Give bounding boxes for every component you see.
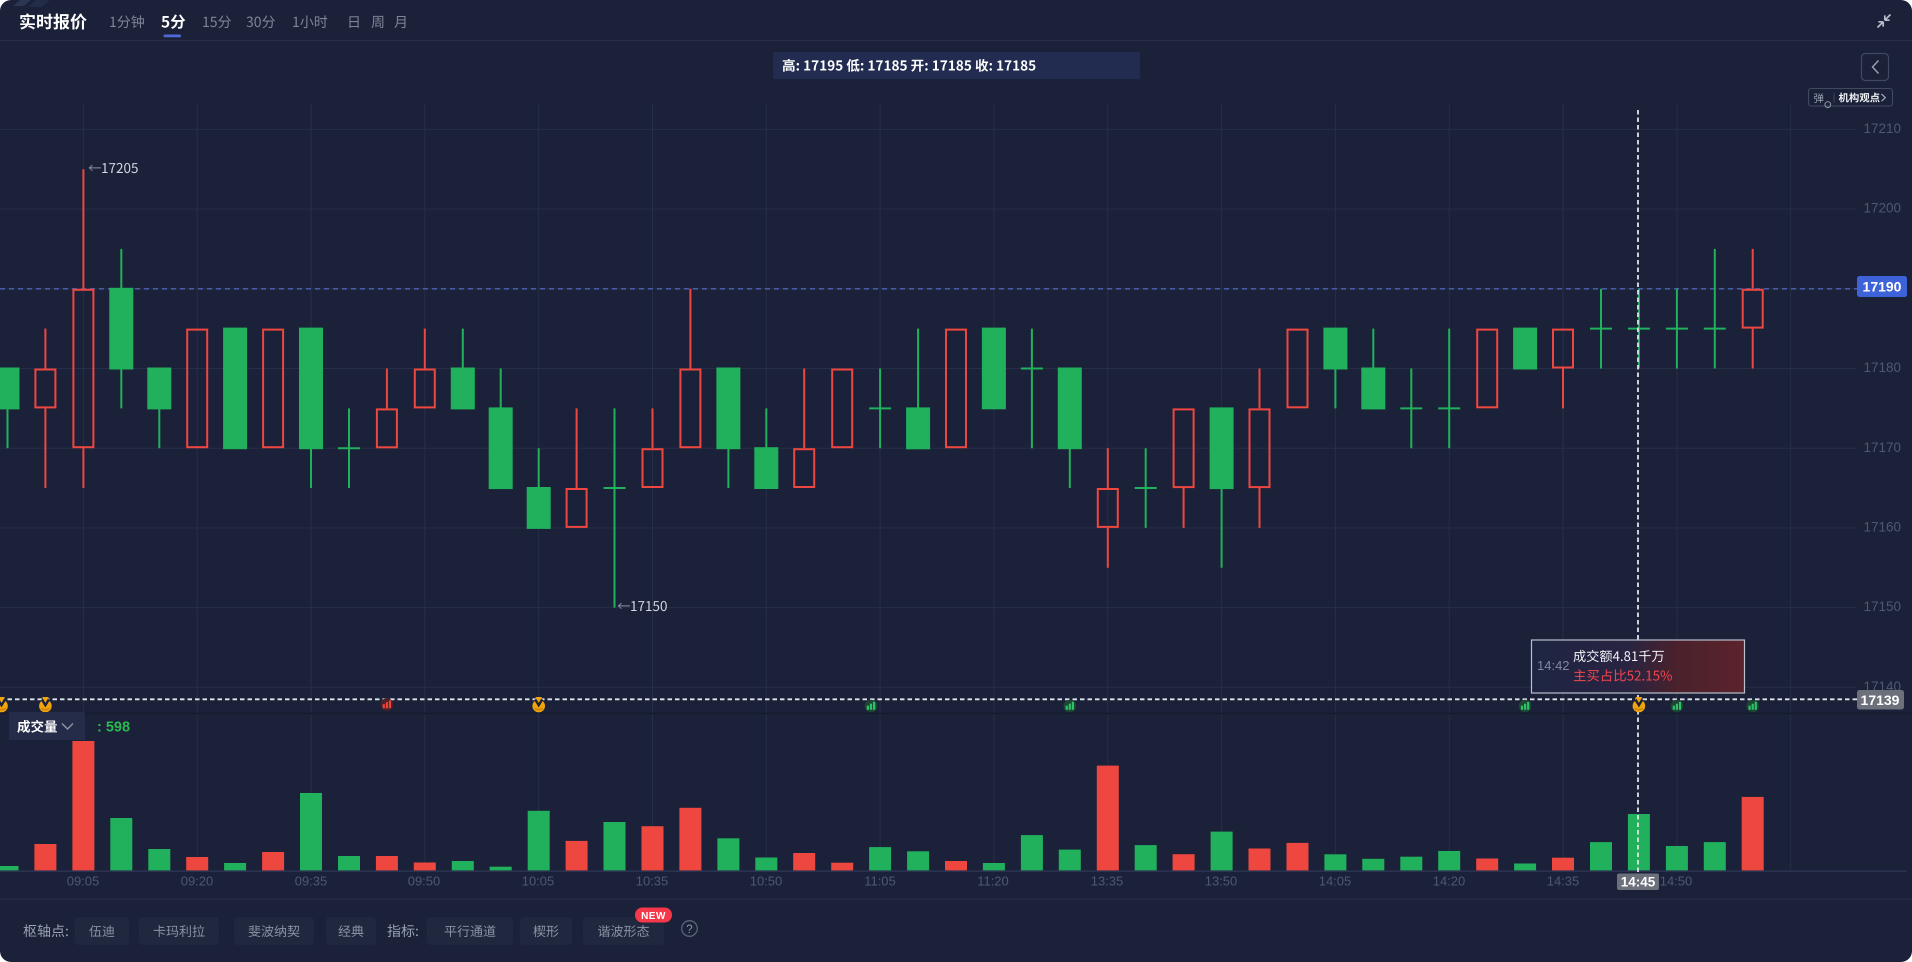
svg-text:10:05: 10:05	[522, 874, 555, 889]
svg-text:: 598: : 598	[97, 720, 130, 736]
svg-text:14:05: 14:05	[1319, 874, 1352, 889]
svg-text:11:05: 11:05	[864, 874, 896, 889]
svg-text:NEW: NEW	[641, 911, 666, 922]
svg-text:17190: 17190	[1863, 279, 1902, 295]
svg-text:17180: 17180	[1863, 360, 1901, 375]
svg-text:17170: 17170	[1863, 440, 1901, 455]
svg-text:17150: 17150	[1863, 599, 1901, 614]
svg-text:09:20: 09:20	[181, 874, 214, 889]
svg-text:14:45: 14:45	[1621, 875, 1656, 890]
svg-text:13:35: 13:35	[1091, 874, 1124, 889]
svg-text:09:05: 09:05	[67, 874, 100, 889]
svg-text:10:50: 10:50	[750, 874, 783, 889]
svg-text:09:50: 09:50	[408, 874, 441, 889]
svg-text:13:50: 13:50	[1205, 874, 1238, 889]
svg-text:14:20: 14:20	[1433, 874, 1466, 889]
svg-text:14:42: 14:42	[1537, 658, 1570, 673]
svg-text:17160: 17160	[1863, 520, 1901, 535]
svg-text:?: ?	[686, 924, 692, 936]
svg-text:11:20: 11:20	[977, 874, 1009, 889]
svg-text:17139: 17139	[1861, 692, 1900, 708]
svg-text:14:35: 14:35	[1547, 874, 1580, 889]
svg-text:09:35: 09:35	[295, 874, 328, 889]
svg-text:17200: 17200	[1863, 201, 1901, 216]
svg-text:14:50: 14:50	[1660, 874, 1693, 889]
svg-text:17210: 17210	[1863, 121, 1901, 136]
svg-text:10:35: 10:35	[636, 874, 669, 889]
